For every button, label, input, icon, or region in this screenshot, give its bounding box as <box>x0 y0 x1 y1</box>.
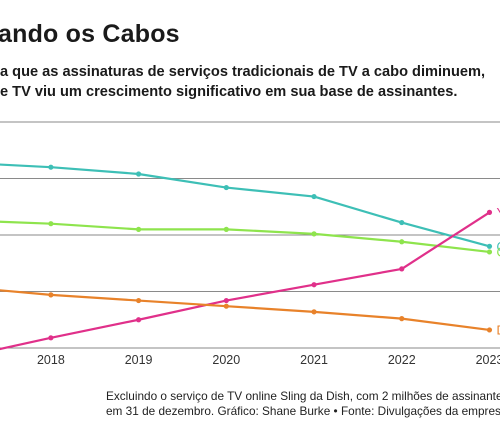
footnote-line-1: Excluindo o serviço de TV online Sling d… <box>106 389 500 403</box>
point-yout-2019 <box>135 317 142 323</box>
x-tick-2021: 2021 <box>300 353 328 367</box>
point-com-2019 <box>135 171 142 177</box>
point-yout-2022 <box>399 266 405 272</box>
x-tick-2019: 2019 <box>125 353 153 367</box>
x-tick-2020: 2020 <box>212 353 240 367</box>
series-line-yout <box>0 211 491 351</box>
series-line-char <box>0 220 490 254</box>
point-char-2023 <box>486 249 493 255</box>
series-label-dish: Dish <box>496 323 500 337</box>
point-dish-2022 <box>399 316 405 322</box>
point-dish-2023 <box>486 327 493 333</box>
point-dish-2020 <box>223 303 229 309</box>
x-tick-2023: 2023 <box>476 353 500 367</box>
point-yout-2018 <box>48 335 54 341</box>
series-points <box>48 164 493 341</box>
point-com-2023 <box>486 243 493 249</box>
point-char-2020 <box>223 226 229 232</box>
point-com-2021 <box>311 193 317 200</box>
series-labels: ComChar YouT Dish <box>496 206 500 338</box>
subtitle-line-2: e TV viu um crescimento significativo em… <box>0 84 458 100</box>
x-axis-ticks: 2018 2019 2020 2021 2022 2023 <box>37 353 500 367</box>
series-line-com <box>0 163 490 248</box>
series-lines <box>0 163 491 351</box>
point-com-2022 <box>399 219 405 226</box>
footnote-line-2: em 31 de dezembro. Gráfico: Shane Burke … <box>106 404 500 418</box>
point-com-2018 <box>48 164 54 170</box>
point-com-2020 <box>223 184 229 191</box>
chart-title: ando os Cabos <box>0 20 180 48</box>
point-yout-2021 <box>311 282 317 288</box>
gridlines <box>0 121 500 349</box>
series-label-com: Com <box>496 240 500 254</box>
series-label-char: Char <box>496 245 500 259</box>
point-char-2022 <box>399 239 405 245</box>
footnote: Excluindo o serviço de TV online Sling d… <box>106 389 500 419</box>
point-dish-2021 <box>311 309 317 315</box>
chart-subtitle: a que as assinaturas de serviços tradici… <box>0 62 500 102</box>
subtitle-line-1: a que as assinaturas de serviços tradici… <box>0 64 486 80</box>
x-tick-2022: 2022 <box>388 353 416 367</box>
series-label-yout: YouT <box>496 206 500 220</box>
point-yout-2023 <box>486 209 493 215</box>
point-dish-2018 <box>48 292 54 298</box>
point-yout-2020 <box>223 297 229 304</box>
point-char-2019 <box>135 226 142 232</box>
series-line-dish <box>0 289 490 332</box>
point-dish-2019 <box>135 297 142 304</box>
point-char-2018 <box>48 221 54 227</box>
x-tick-2018: 2018 <box>37 353 65 367</box>
point-char-2021 <box>311 231 317 237</box>
